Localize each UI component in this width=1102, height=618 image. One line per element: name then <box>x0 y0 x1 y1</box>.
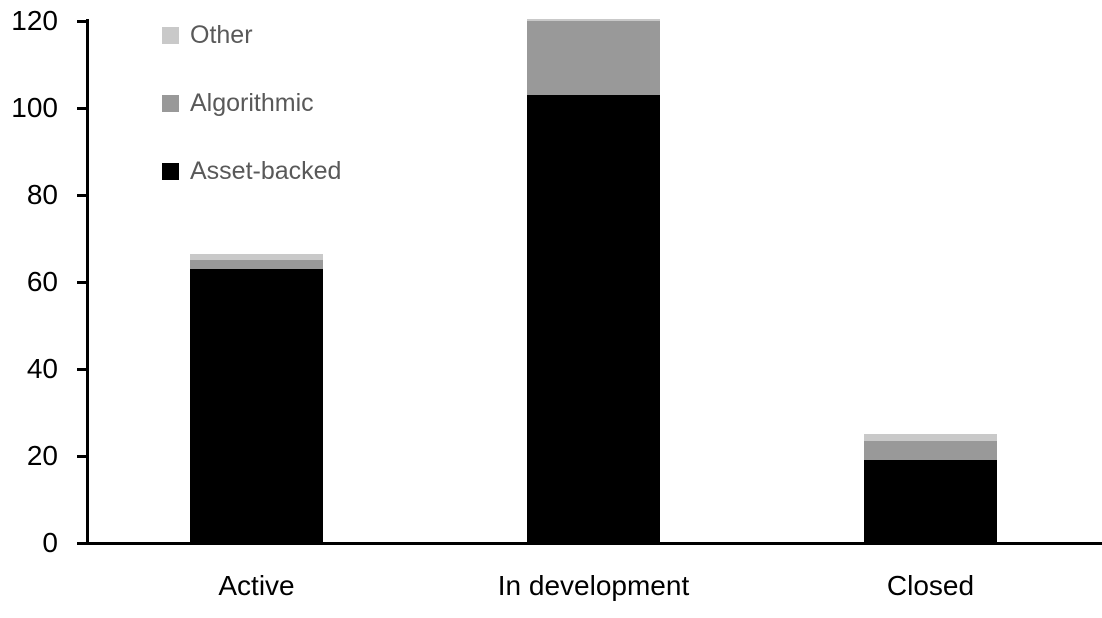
legend-label: Asset-backed <box>190 157 342 185</box>
y-axis-tick <box>77 193 88 197</box>
y-axis-tick <box>77 454 88 458</box>
y-axis-tick-label: 80 <box>26 179 58 210</box>
bar-segment-algorithmic-closed <box>864 440 997 461</box>
legend-swatch-other-icon <box>162 27 179 44</box>
category-label-closed: Closed <box>886 570 975 601</box>
legend-item-other: Other <box>162 23 253 48</box>
y-axis-tick-label: 60 <box>26 266 58 297</box>
legend-item-asset-backed: Asset-backed <box>162 159 341 184</box>
bar-segment-algorithmic-in-development <box>527 21 660 95</box>
legend-label: Algorithmic <box>190 89 314 117</box>
legend-swatch-asset-backed-icon <box>162 163 179 180</box>
legend-swatch-algorithmic-icon <box>162 95 179 112</box>
y-axis-tick-label: 40 <box>26 353 58 384</box>
legend-item-algorithmic: Algorithmic <box>162 91 314 116</box>
category-label-in-development: In development <box>497 570 690 601</box>
bar-segment-algorithmic-active <box>190 260 323 269</box>
legend-label: Other <box>190 21 253 49</box>
y-axis-tick <box>77 106 88 110</box>
category-label-active: Active <box>218 570 295 601</box>
y-axis-tick <box>77 280 88 284</box>
bar-segment-asset-backed-active <box>190 268 323 543</box>
y-axis-line <box>86 19 89 545</box>
x-axis-line <box>77 541 1102 545</box>
y-axis-tick <box>77 19 88 23</box>
bar-segment-asset-backed-in-development <box>527 94 660 543</box>
y-axis-tick <box>77 367 88 371</box>
legend: Other Algorithmic Asset-backed <box>162 23 462 187</box>
y-axis-tick-label: 0 <box>42 527 58 558</box>
bar-segment-other-in-development <box>527 18 660 21</box>
y-axis-tick-label: 120 <box>11 5 58 36</box>
bar-segment-other-closed <box>864 434 997 441</box>
y-axis-tick-label: 20 <box>26 440 58 471</box>
y-axis-tick-label: 100 <box>11 92 58 123</box>
bar-segment-asset-backed-closed <box>864 460 997 543</box>
bar-segment-other-active <box>190 253 323 261</box>
